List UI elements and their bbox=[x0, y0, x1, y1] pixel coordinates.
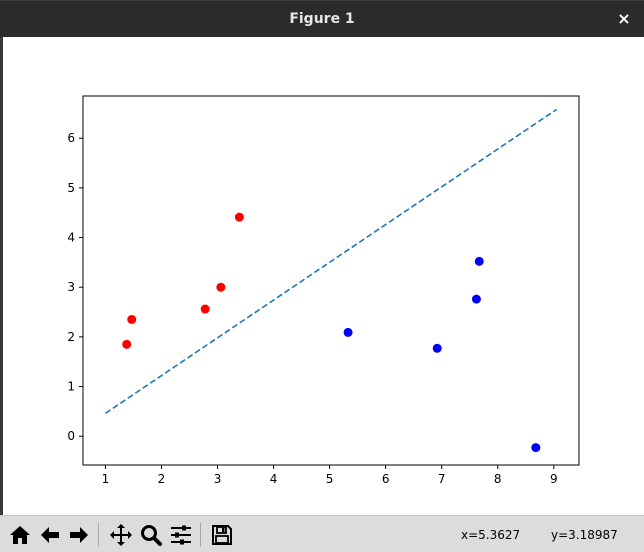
toolbar-separator bbox=[98, 523, 99, 547]
data-point-blue bbox=[474, 256, 484, 266]
configure-subplots-icon bbox=[171, 525, 191, 545]
cursor-x-readout: x=5.3627 bbox=[461, 528, 521, 542]
x-tick-label: 6 bbox=[382, 472, 390, 486]
save-button[interactable] bbox=[208, 521, 236, 549]
x-tick-label: 7 bbox=[438, 472, 446, 486]
home-icon bbox=[10, 526, 30, 544]
x-tick-label: 5 bbox=[326, 472, 334, 486]
y-tick-label: 3 bbox=[67, 280, 75, 294]
configure-subplots-button[interactable] bbox=[167, 521, 195, 549]
figure-canvas[interactable]: 1 2 3 4 5 6 7 8 9 0 1 2 3 4 5 6 bbox=[3, 37, 644, 515]
data-point-red bbox=[200, 304, 210, 314]
navigation-toolbar: x=5.3627 y=3.18987 bbox=[0, 515, 644, 552]
data-point-blue bbox=[471, 294, 481, 304]
zoom-magnifier-icon bbox=[141, 525, 162, 546]
data-point-blue bbox=[432, 343, 442, 353]
axes-frame bbox=[82, 95, 580, 466]
data-point-red bbox=[216, 282, 226, 292]
home-button[interactable] bbox=[6, 521, 34, 549]
y-tick-label: 1 bbox=[67, 380, 75, 394]
data-point-blue bbox=[343, 327, 353, 337]
window-titlebar: Figure 1 × bbox=[0, 0, 644, 37]
back-arrow-icon bbox=[41, 527, 59, 543]
save-floppy-icon bbox=[212, 525, 232, 545]
back-button[interactable] bbox=[36, 521, 64, 549]
close-icon[interactable]: × bbox=[617, 9, 631, 28]
data-point-red bbox=[234, 212, 244, 222]
scatter-plot[interactable]: 1 2 3 4 5 6 7 8 9 0 1 2 3 4 5 6 bbox=[3, 37, 644, 515]
x-tick-label: 4 bbox=[270, 472, 278, 486]
zoom-button[interactable] bbox=[137, 521, 165, 549]
forward-arrow-icon bbox=[70, 527, 88, 543]
y-tick-label: 6 bbox=[67, 131, 75, 145]
data-point-red bbox=[122, 339, 132, 349]
y-tick-label: 0 bbox=[67, 429, 75, 443]
decision-boundary-line bbox=[104, 108, 558, 415]
window-title: Figure 1 bbox=[289, 11, 355, 27]
x-tick-label: 9 bbox=[550, 472, 558, 486]
cursor-y-readout: y=3.18987 bbox=[551, 528, 618, 542]
forward-button[interactable] bbox=[65, 521, 93, 549]
pan-button[interactable] bbox=[107, 521, 135, 549]
data-point-red bbox=[127, 314, 137, 324]
y-tick-label: 4 bbox=[67, 231, 75, 245]
x-tick-label: 2 bbox=[158, 472, 166, 486]
y-tick-label: 5 bbox=[67, 181, 75, 195]
x-tick-label: 1 bbox=[102, 472, 110, 486]
window-edge bbox=[0, 37, 3, 515]
x-tick-label: 3 bbox=[214, 472, 222, 486]
y-tick-label: 2 bbox=[67, 330, 75, 344]
x-tick-label: 8 bbox=[494, 472, 502, 486]
toolbar-separator bbox=[200, 523, 201, 547]
pan-move-icon bbox=[110, 524, 132, 546]
data-point-blue bbox=[531, 443, 541, 453]
